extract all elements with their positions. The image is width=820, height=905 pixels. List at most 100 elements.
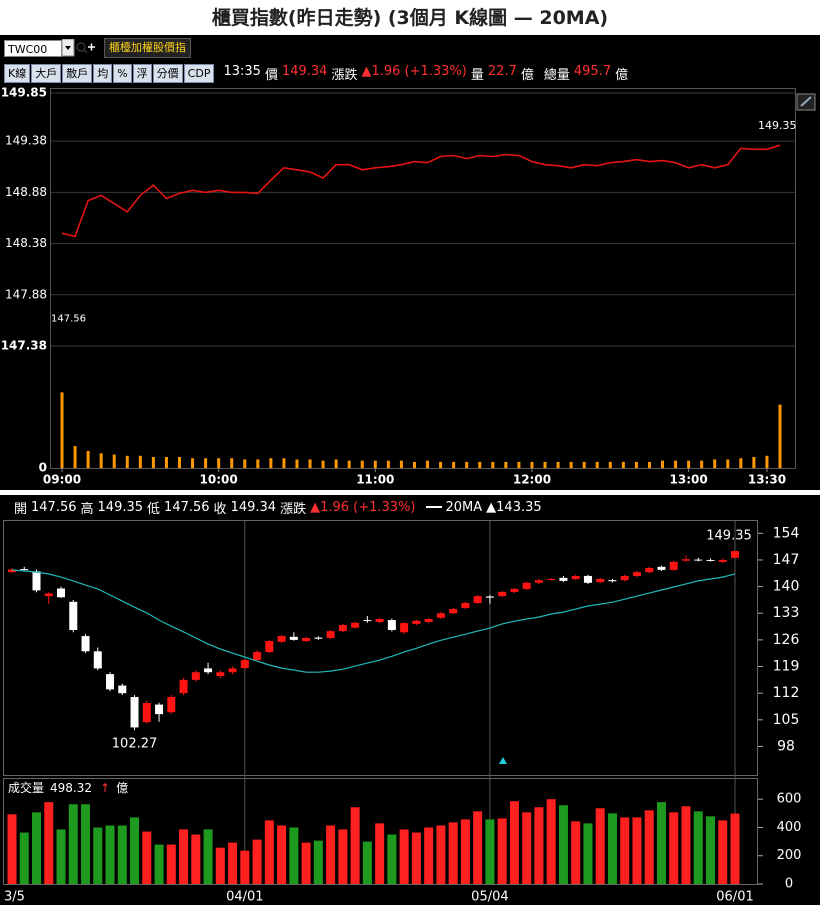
price-line: [61, 144, 781, 238]
volume-bar: [718, 820, 728, 884]
volume-bar: [439, 461, 443, 468]
candle-body: [657, 566, 666, 570]
y-tick-label: 400: [777, 820, 802, 835]
toolbar-button[interactable]: 均: [93, 63, 113, 83]
quote-label: 總量: [543, 67, 570, 83]
volume-bar: [252, 839, 262, 884]
volume-bar: [412, 461, 416, 468]
intraday-background: [0, 35, 820, 490]
volume-bar: [142, 831, 152, 884]
volume-bar: [68, 804, 78, 884]
ma-marker: [425, 506, 442, 508]
toolbar-icons[interactable]: [62, 39, 96, 57]
high-label: 149.35: [758, 119, 797, 132]
page-title: 櫃買指數(昨日走勢) (3個月 K線圖 — 20MA): [211, 7, 609, 29]
symbol-name[interactable]: 櫃檯加權股價指: [104, 38, 191, 58]
volume-bar: [582, 461, 586, 468]
candle-body: [510, 588, 519, 592]
volume-bar: [426, 460, 430, 468]
volume-bar: [424, 827, 434, 884]
quote: 13:35 價 149.34 漲跌 ▲1.96 (+1.33%) 量 22.7 億總量 495…: [223, 64, 638, 83]
candle-body: [240, 660, 249, 669]
y-tick-label: 148.88: [5, 185, 47, 199]
volume-bar: [217, 458, 221, 468]
candle-body: [338, 625, 347, 632]
volume-bar: [681, 806, 691, 884]
volume-bar: [19, 832, 29, 884]
candle-body: [81, 636, 90, 652]
candle-body: [228, 668, 237, 673]
button-row: K線 大戶 散戶均% 浮分價 CDP 13:35 價 149.34 漲跌 ▲1.96 (+1.…: [4, 63, 638, 83]
volume-bar: [387, 834, 397, 884]
candle-body: [436, 613, 445, 618]
volume-bar: [105, 825, 115, 884]
candle-body: [277, 636, 286, 642]
candle-body: [596, 578, 605, 583]
quote-unit: 億: [520, 67, 534, 83]
volume-bar: [534, 807, 544, 884]
volume-bar: [569, 461, 573, 468]
candle-body: [449, 609, 458, 614]
volume-latest: 498.32: [50, 781, 92, 795]
volume-bar: [460, 819, 470, 884]
reference-label: 147.56: [51, 314, 86, 325]
candle-body: [167, 696, 176, 713]
x-tick-label: 09:00: [43, 473, 81, 487]
y-tick-label: 119: [773, 659, 800, 675]
volume-bar: [191, 834, 201, 884]
quote-value: 149.34: [281, 63, 328, 79]
candle-body: [387, 620, 396, 630]
high-label: 149.35: [706, 529, 752, 544]
x-tick-label: 12:00: [513, 473, 551, 487]
volume-bar: [621, 461, 625, 468]
quote-value: 495.7: [573, 63, 612, 79]
volume-bar: [656, 802, 666, 884]
volume-bar: [308, 459, 312, 468]
volume-bar: [86, 450, 90, 468]
info-label: 低: [147, 501, 161, 517]
quote-label: 價: [264, 67, 278, 83]
volume-bar: [491, 461, 495, 468]
kline-frame: [3, 520, 758, 776]
y-tick-label: 98: [777, 738, 795, 754]
volume-bar: [277, 825, 287, 884]
info-value: ▲1.96 (+1.33%): [310, 499, 416, 515]
candle-body: [547, 578, 556, 580]
volume-bar: [765, 455, 769, 468]
volume-bar: [497, 818, 507, 884]
volume-bar: [556, 461, 560, 468]
toolbar-button[interactable]: 散戶: [62, 63, 93, 83]
volume-bar: [558, 805, 568, 884]
volume-bar: [674, 460, 678, 468]
toolbar-button[interactable]: 浮: [132, 63, 152, 83]
y-tick-label: 600: [777, 792, 802, 807]
info-label: 漲跌: [280, 501, 307, 517]
toolbar-button[interactable]: K線: [4, 63, 31, 83]
toolbar-button[interactable]: 大戶: [31, 63, 62, 83]
toolbar-button[interactable]: 分價: [152, 63, 183, 83]
volume-bar: [705, 816, 715, 884]
volume-bar: [204, 458, 208, 468]
intraday-frame: [50, 88, 796, 469]
toolbar-button[interactable]: %: [113, 63, 132, 83]
volume-bar: [313, 840, 323, 884]
volume-bar: [778, 404, 782, 468]
candle-body: [32, 571, 41, 591]
volume-bar: [282, 458, 286, 468]
symbol-input[interactable]: TWC00: [4, 39, 62, 57]
y-tick-label: 0: [785, 877, 793, 892]
volume-bar: [452, 461, 456, 468]
volume-bar: [191, 458, 195, 468]
volume-bar: [730, 813, 740, 884]
link-icon[interactable]: [796, 93, 816, 111]
volume-bar: [350, 807, 360, 884]
volume-bar: [607, 813, 617, 884]
volume-bar: [595, 461, 599, 468]
toolbar-button[interactable]: CDP: [183, 63, 215, 83]
candle-body: [498, 591, 507, 597]
volume-bar: [700, 460, 704, 468]
candle-body: [706, 559, 715, 561]
y-tick-label: 200: [777, 848, 802, 863]
volume-bar: [203, 829, 213, 884]
